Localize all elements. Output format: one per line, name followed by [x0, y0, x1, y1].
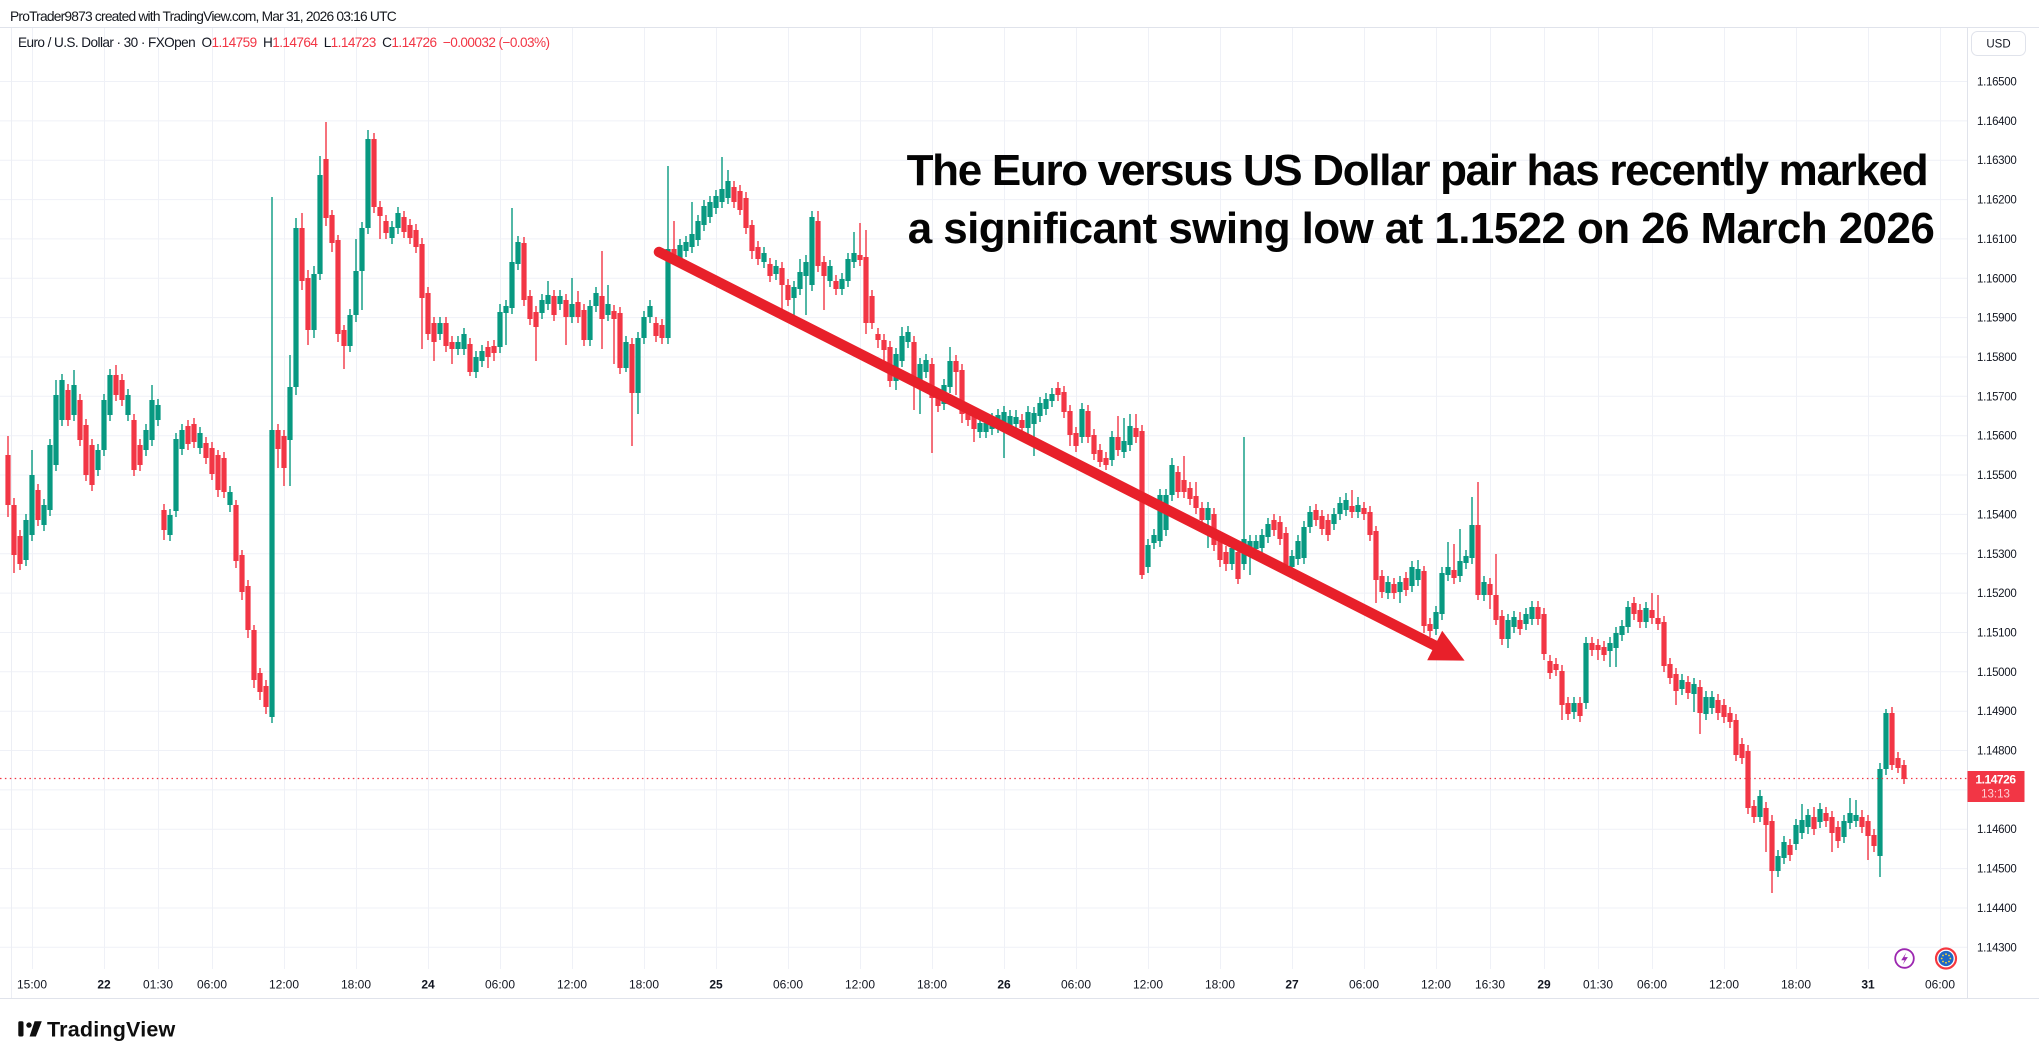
svg-text:16:30: 16:30 — [1475, 978, 1505, 992]
svg-text:1.16000: 1.16000 — [1977, 273, 2016, 285]
svg-text:06:00: 06:00 — [485, 978, 515, 992]
svg-text:1.15600: 1.15600 — [1977, 431, 2016, 443]
svg-text:1.15200: 1.15200 — [1977, 588, 2016, 600]
svg-text:18:00: 18:00 — [341, 978, 371, 992]
svg-text:18:00: 18:00 — [629, 978, 659, 992]
svg-text:1.15900: 1.15900 — [1977, 313, 2016, 325]
svg-text:1.16500: 1.16500 — [1977, 77, 2016, 89]
svg-text:12:00: 12:00 — [1133, 978, 1163, 992]
svg-text:1.15000: 1.15000 — [1977, 667, 2016, 679]
svg-text:06:00: 06:00 — [1349, 978, 1379, 992]
svg-text:31: 31 — [1861, 978, 1875, 992]
svg-text:13:13: 13:13 — [1981, 789, 2010, 801]
svg-text:06:00: 06:00 — [1637, 978, 1667, 992]
svg-text:1.15700: 1.15700 — [1977, 391, 2016, 403]
svg-text:06:00: 06:00 — [773, 978, 803, 992]
svg-text:1.15800: 1.15800 — [1977, 352, 2016, 364]
svg-text:1.14800: 1.14800 — [1977, 746, 2016, 758]
svg-text:12:00: 12:00 — [557, 978, 587, 992]
svg-text:1.14726: 1.14726 — [1975, 773, 2016, 787]
svg-text:25: 25 — [709, 978, 723, 992]
svg-text:06:00: 06:00 — [1925, 978, 1955, 992]
svg-text:01:30: 01:30 — [1583, 978, 1613, 992]
svg-text:TradingView: TradingView — [47, 1018, 176, 1042]
svg-text:1.14500: 1.14500 — [1977, 864, 2016, 876]
svg-text:12:00: 12:00 — [1421, 978, 1451, 992]
svg-text:ProTrader9873 created with Tra: ProTrader9873 created with TradingView.c… — [10, 9, 397, 24]
svg-text:1.16100: 1.16100 — [1977, 234, 2016, 246]
svg-text:06:00: 06:00 — [1061, 978, 1091, 992]
svg-text:1.16300: 1.16300 — [1977, 155, 2016, 167]
svg-text:The Euro versus US Dollar pair: The Euro versus US Dollar pair has recen… — [907, 146, 1928, 195]
svg-text:24: 24 — [421, 978, 435, 992]
svg-text:1.15500: 1.15500 — [1977, 470, 2016, 482]
svg-text:1.16400: 1.16400 — [1977, 116, 2016, 128]
svg-text:USD: USD — [1986, 39, 2010, 51]
svg-text:27: 27 — [1285, 978, 1299, 992]
svg-text:1.15400: 1.15400 — [1977, 509, 2016, 521]
svg-text:1.15100: 1.15100 — [1977, 628, 2016, 640]
svg-text:1.14300: 1.14300 — [1977, 942, 2016, 954]
svg-text:18:00: 18:00 — [917, 978, 947, 992]
svg-text:1.14900: 1.14900 — [1977, 706, 2016, 718]
svg-text:01:30: 01:30 — [143, 978, 173, 992]
svg-text:12:00: 12:00 — [845, 978, 875, 992]
svg-text:15:00: 15:00 — [17, 978, 47, 992]
svg-text:18:00: 18:00 — [1205, 978, 1235, 992]
svg-text:18:00: 18:00 — [1781, 978, 1811, 992]
svg-text:a significant swing low at 1.1: a significant swing low at 1.1522 on 26 … — [908, 204, 1934, 253]
svg-text:06:00: 06:00 — [197, 978, 227, 992]
svg-text:1.16200: 1.16200 — [1977, 195, 2016, 207]
svg-text:12:00: 12:00 — [269, 978, 299, 992]
svg-text:1.14600: 1.14600 — [1977, 824, 2016, 836]
svg-text:26: 26 — [997, 978, 1011, 992]
svg-text:29: 29 — [1537, 978, 1551, 992]
svg-text:1.15300: 1.15300 — [1977, 549, 2016, 561]
svg-text:1.14400: 1.14400 — [1977, 903, 2016, 915]
svg-text:12:00: 12:00 — [1709, 978, 1739, 992]
svg-text:22: 22 — [97, 978, 111, 992]
svg-text:Euro / U.S. Dollar · 30 · FXOp: Euro / U.S. Dollar · 30 · FXOpen O1.1475… — [18, 35, 549, 50]
